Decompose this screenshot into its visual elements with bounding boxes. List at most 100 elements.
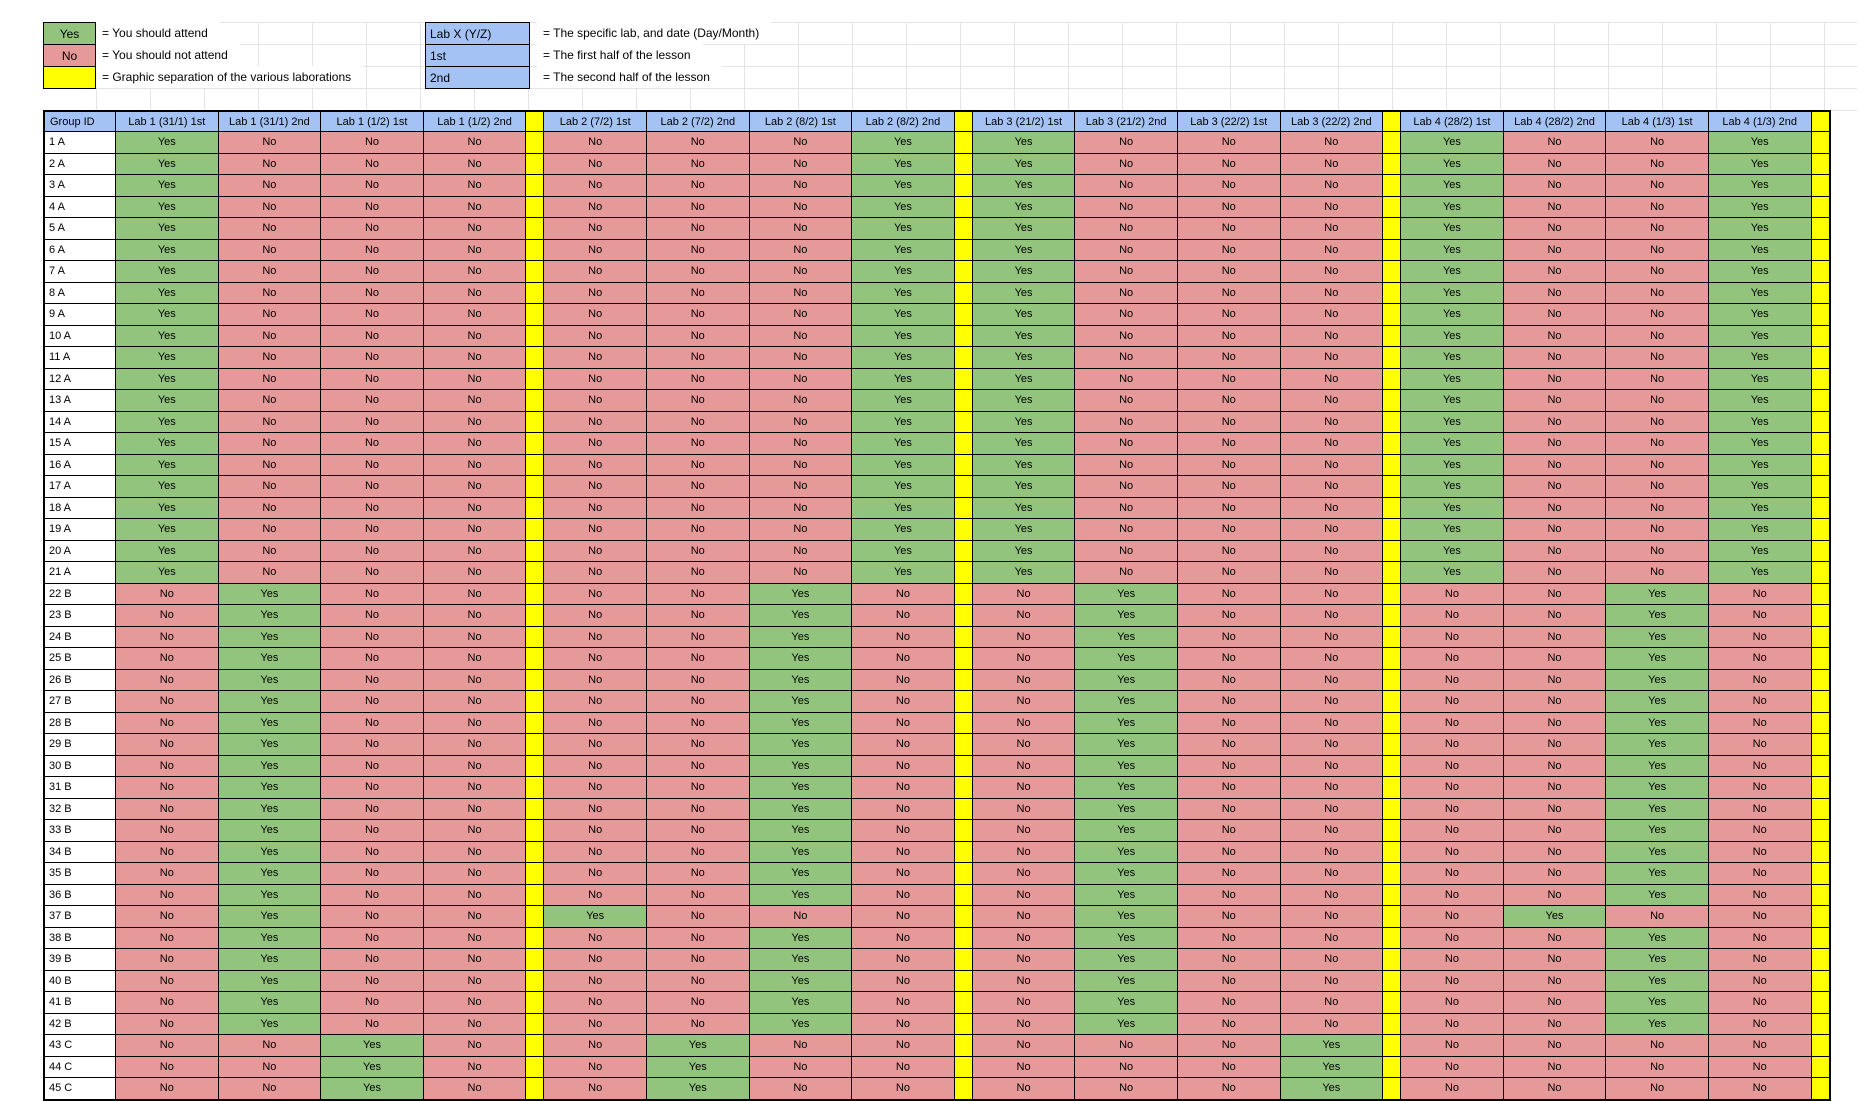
cell[interactable]: Yes — [1401, 411, 1503, 432]
cell[interactable]: Yes — [1606, 605, 1708, 626]
cell[interactable]: No — [1177, 712, 1280, 733]
cell[interactable]: No — [646, 411, 749, 432]
cell[interactable]: No — [321, 411, 423, 432]
cell[interactable]: No — [544, 605, 646, 626]
cell[interactable]: No — [972, 755, 1075, 776]
cell[interactable]: No — [218, 368, 321, 389]
row-label[interactable]: 19 A — [45, 519, 115, 540]
cell[interactable]: Yes — [646, 1035, 749, 1056]
cell[interactable]: No — [321, 454, 423, 475]
cell[interactable]: No — [646, 583, 749, 604]
cell[interactable]: No — [749, 454, 852, 475]
cell[interactable]: Yes — [852, 325, 954, 346]
cell[interactable]: No — [852, 691, 954, 712]
cell[interactable]: No — [423, 1035, 526, 1056]
cell[interactable]: No — [544, 1013, 646, 1034]
cell[interactable]: Yes — [218, 906, 321, 927]
cell[interactable]: Yes — [972, 239, 1075, 260]
cell[interactable]: No — [544, 1035, 646, 1056]
cell[interactable]: No — [852, 863, 954, 884]
cell[interactable]: No — [1177, 820, 1280, 841]
cell[interactable]: Yes — [1401, 325, 1503, 346]
cell[interactable]: No — [1075, 1056, 1177, 1077]
cell[interactable]: No — [646, 261, 749, 282]
cell[interactable]: No — [972, 798, 1075, 819]
cell[interactable]: No — [852, 712, 954, 733]
cell[interactable]: No — [116, 1056, 218, 1077]
column-header[interactable]: Lab 1 (1/2) 1st — [321, 112, 423, 131]
cell[interactable]: No — [544, 196, 646, 217]
cell[interactable]: Yes — [749, 583, 852, 604]
cell[interactable]: No — [321, 304, 423, 325]
cell[interactable]: No — [749, 1078, 852, 1099]
cell[interactable]: No — [1177, 433, 1280, 454]
cell[interactable]: No — [646, 540, 749, 561]
cell[interactable]: No — [116, 648, 218, 669]
row-label[interactable]: 14 A — [45, 411, 115, 432]
cell[interactable]: No — [1401, 777, 1503, 798]
cell[interactable]: No — [544, 153, 646, 174]
cell[interactable]: No — [852, 755, 954, 776]
cell[interactable]: Yes — [1075, 863, 1177, 884]
cell[interactable]: No — [423, 562, 526, 583]
cell[interactable]: Yes — [1708, 540, 1811, 561]
cell[interactable]: Yes — [1075, 949, 1177, 970]
cell[interactable]: Yes — [749, 755, 852, 776]
cell[interactable]: Yes — [1708, 196, 1811, 217]
cell[interactable]: No — [1177, 390, 1280, 411]
cell[interactable]: No — [423, 884, 526, 905]
column-header[interactable]: Lab 2 (7/2) 1st — [544, 112, 646, 131]
cell[interactable]: No — [1177, 884, 1280, 905]
cell[interactable]: No — [1503, 433, 1606, 454]
row-label[interactable]: 22 B — [45, 583, 115, 604]
cell[interactable]: Yes — [1075, 906, 1177, 927]
row-label[interactable]: 13 A — [45, 390, 115, 411]
cell[interactable]: No — [423, 390, 526, 411]
cell[interactable]: Yes — [1401, 347, 1503, 368]
cell[interactable]: Yes — [218, 712, 321, 733]
row-label[interactable]: 42 B — [45, 1013, 115, 1034]
cell[interactable]: No — [1177, 476, 1280, 497]
cell[interactable]: Yes — [749, 820, 852, 841]
cell[interactable]: Yes — [1401, 196, 1503, 217]
cell[interactable]: No — [1177, 175, 1280, 196]
cell[interactable]: Yes — [116, 325, 218, 346]
cell[interactable]: No — [972, 734, 1075, 755]
cell[interactable]: Yes — [852, 540, 954, 561]
cell[interactable]: No — [646, 863, 749, 884]
cell[interactable]: Yes — [218, 798, 321, 819]
cell[interactable]: No — [646, 820, 749, 841]
cell[interactable]: Yes — [1708, 132, 1811, 153]
cell[interactable]: No — [1075, 132, 1177, 153]
cell[interactable]: Yes — [852, 433, 954, 454]
cell[interactable]: No — [1606, 433, 1708, 454]
cell[interactable]: No — [852, 1013, 954, 1034]
cell[interactable]: No — [1401, 798, 1503, 819]
row-label[interactable]: 2 A — [45, 153, 115, 174]
cell[interactable]: No — [1177, 368, 1280, 389]
cell[interactable]: No — [1280, 863, 1383, 884]
cell[interactable]: No — [1503, 368, 1606, 389]
cell[interactable]: No — [218, 304, 321, 325]
cell[interactable]: No — [321, 691, 423, 712]
cell[interactable]: Yes — [218, 691, 321, 712]
row-label[interactable]: 23 B — [45, 605, 115, 626]
cell[interactable]: Yes — [852, 411, 954, 432]
cell[interactable]: No — [1075, 562, 1177, 583]
cell[interactable]: No — [646, 175, 749, 196]
cell[interactable]: No — [1503, 132, 1606, 153]
cell[interactable]: No — [423, 282, 526, 303]
row-label[interactable]: 36 B — [45, 884, 115, 905]
cell[interactable]: No — [1075, 347, 1177, 368]
cell[interactable]: No — [1177, 562, 1280, 583]
cell[interactable]: No — [1606, 325, 1708, 346]
cell[interactable]: No — [544, 734, 646, 755]
row-label[interactable]: 28 B — [45, 712, 115, 733]
cell[interactable]: No — [646, 949, 749, 970]
cell[interactable]: No — [1177, 841, 1280, 862]
cell[interactable]: Yes — [218, 992, 321, 1013]
cell[interactable]: Yes — [1075, 884, 1177, 905]
cell[interactable]: Yes — [646, 1056, 749, 1077]
cell[interactable]: No — [1606, 540, 1708, 561]
row-label[interactable]: 15 A — [45, 433, 115, 454]
